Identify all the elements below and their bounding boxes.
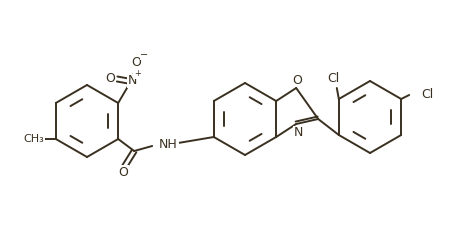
Text: O: O: [292, 74, 302, 87]
Text: N: N: [293, 126, 303, 139]
Text: O: O: [118, 166, 128, 178]
Text: O: O: [131, 55, 141, 68]
Text: Cl: Cl: [328, 71, 340, 85]
Text: Cl: Cl: [421, 88, 433, 101]
Text: N: N: [128, 74, 137, 87]
Text: O: O: [105, 73, 115, 85]
Text: −: −: [140, 50, 148, 60]
Text: +: +: [134, 69, 141, 79]
Text: CH₃: CH₃: [23, 134, 44, 144]
Text: NH: NH: [159, 139, 178, 152]
